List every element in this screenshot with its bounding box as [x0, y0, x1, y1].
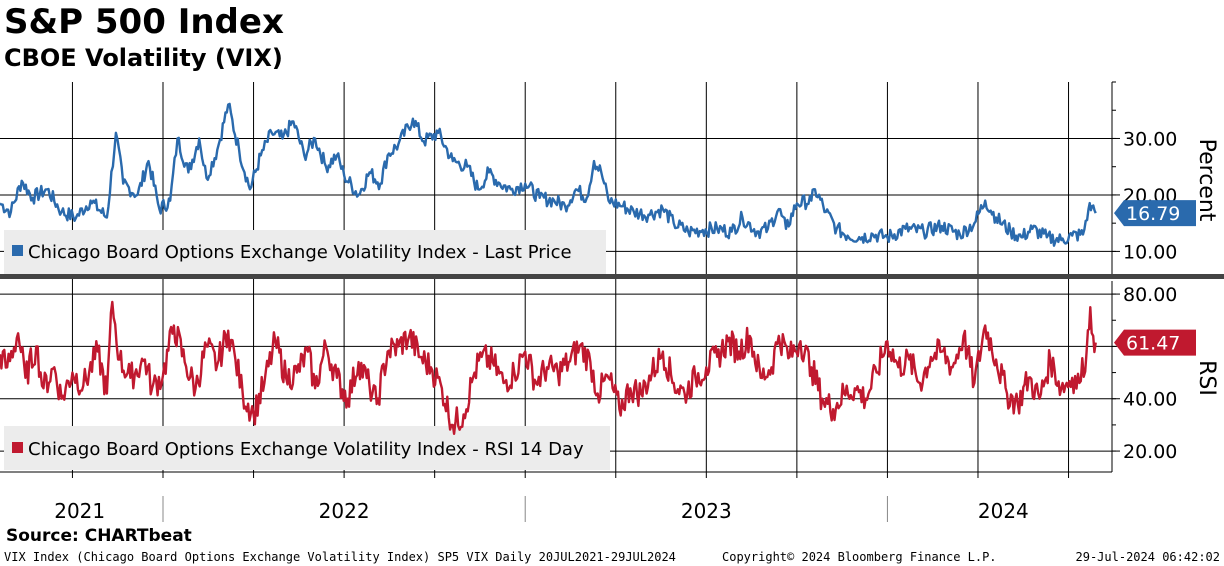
- vix-series-line: [0, 102, 1097, 247]
- footer-copyright: Copyright© 2024 Bloomberg Finance L.P.: [722, 550, 997, 564]
- vix-last-price-marker: [1114, 200, 1196, 227]
- y-tick-label: 30.00: [1123, 128, 1177, 150]
- footer-security-info: VIX Index (Chicago Board Options Exchang…: [4, 550, 676, 564]
- x-year-label: 2023: [681, 499, 732, 523]
- y-tick-label: 40.00: [1123, 389, 1177, 411]
- y-tick-label: 10.00: [1123, 241, 1177, 263]
- rsi-last-value-marker: [1114, 329, 1196, 356]
- y-tick-label: 80.00: [1123, 284, 1177, 306]
- rsi-last-value-label: 61.47: [1126, 333, 1180, 355]
- source-note: Source: CHARTbeat: [6, 526, 192, 546]
- panel-divider: [0, 274, 1224, 279]
- chart-title: S&P 500 Index: [4, 2, 284, 42]
- y-tick-label: 20.00: [1123, 441, 1177, 463]
- top-legend-swatch: [12, 245, 23, 256]
- bottom-legend-box: [4, 426, 610, 470]
- x-year-label: 2022: [319, 499, 370, 523]
- bottom-legend-swatch: [12, 442, 23, 453]
- x-axis: 2021 2022 2023 2024: [0, 471, 1112, 523]
- bottom-y-axis-label: RSI: [1194, 360, 1219, 396]
- chart-subtitle: CBOE Volatility (VIX): [4, 44, 283, 72]
- bottom-legend-label: Chicago Board Options Exchange Volatilit…: [28, 439, 584, 460]
- vix-last-price-label: 16.79: [1126, 203, 1180, 225]
- footer-timestamp: 29-Jul-2024 06:42:02: [1075, 550, 1221, 564]
- x-year-label: 2021: [54, 499, 105, 523]
- rsi-series-line: [0, 300, 1097, 435]
- top-y-axis-label: Percent: [1194, 139, 1219, 222]
- top-legend-label: Chicago Board Options Exchange Volatilit…: [28, 242, 572, 263]
- top-legend-box: [4, 230, 606, 274]
- x-year-label: 2024: [978, 499, 1029, 523]
